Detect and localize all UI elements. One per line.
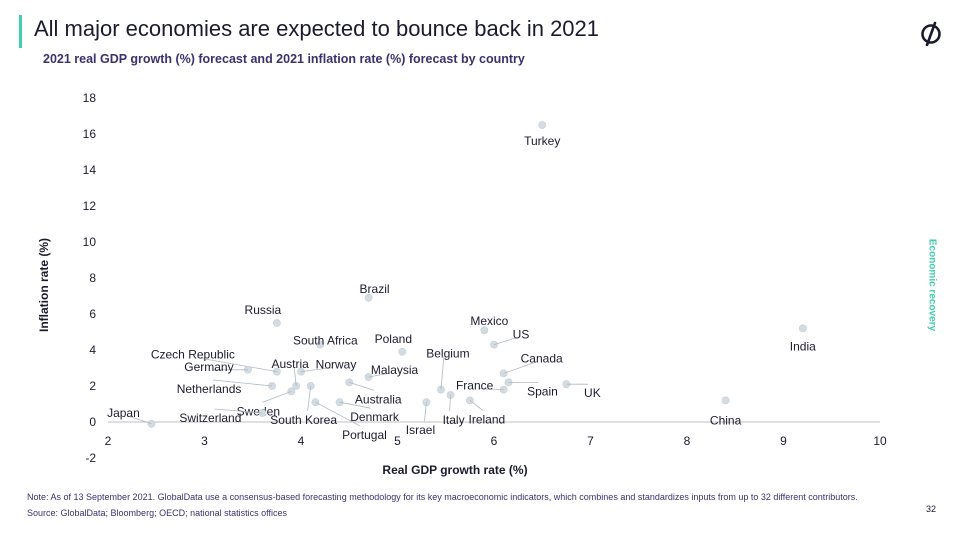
- leader-line: [440, 356, 445, 390]
- data-label: India: [790, 339, 816, 353]
- data-label: Mexico: [470, 314, 508, 328]
- data-label: Ireland: [469, 412, 506, 426]
- data-point: [316, 340, 325, 349]
- x-tick-label: 2: [105, 434, 112, 448]
- leader-line: [503, 361, 538, 374]
- leader-line: [368, 372, 391, 378]
- leader-line: [469, 400, 484, 411]
- data-label: Switzerland: [179, 411, 241, 425]
- data-label: Denmark: [350, 410, 400, 424]
- x-tick-label: 10: [873, 434, 887, 448]
- y-tick-label: 18: [83, 91, 97, 105]
- x-tick-label: 9: [780, 434, 787, 448]
- leader-line: [300, 367, 333, 372]
- data-label: Canada: [521, 351, 563, 365]
- y-tick-label: 16: [83, 127, 97, 141]
- leader-line: [349, 382, 375, 391]
- data-label: US: [513, 328, 530, 342]
- title-accent-bar: [19, 15, 22, 48]
- y-tick-label: -2: [85, 451, 96, 465]
- data-point: [480, 326, 489, 335]
- data-label: Japan: [107, 406, 140, 420]
- y-tick-label: 12: [83, 199, 97, 213]
- source-note: Source: GlobalData; Bloomberg; OECD; nat…: [27, 508, 287, 518]
- data-label: Italy: [443, 413, 465, 427]
- data-point: [721, 396, 730, 405]
- data-label: Norway: [316, 358, 357, 372]
- leader-line: [424, 402, 427, 422]
- data-label: Brazil: [360, 282, 390, 296]
- leader-line: [339, 401, 371, 409]
- y-tick-label: 14: [83, 163, 97, 177]
- data-label: Israel: [406, 423, 435, 437]
- page-number: 32: [926, 504, 937, 514]
- data-label: Czech Republic: [151, 348, 235, 362]
- data-label: Sweden: [237, 404, 280, 418]
- leader-line: [196, 357, 277, 372]
- x-tick-label: 6: [491, 434, 498, 448]
- data-label: Germany: [184, 360, 233, 374]
- y-tick-label: 2: [89, 379, 96, 393]
- leader-line: [315, 401, 361, 427]
- page-subtitle: 2021 real GDP growth (%) forecast and 20…: [43, 52, 525, 66]
- data-point: [272, 319, 281, 327]
- data-point: [398, 347, 407, 356]
- data-label: Netherlands: [177, 382, 242, 396]
- x-tick-label: 4: [298, 434, 305, 448]
- leader-line: [493, 337, 518, 345]
- y-tick-label: 6: [89, 307, 96, 321]
- data-label: South Africa: [293, 334, 358, 348]
- data-point: [798, 324, 807, 333]
- x-tick-label: 7: [587, 434, 594, 448]
- data-label: Portugal: [342, 428, 387, 442]
- data-label: China: [710, 413, 742, 427]
- leader-line: [213, 379, 273, 387]
- x-tick-label: 3: [201, 434, 208, 448]
- y-axis-title: Inflation rate (%): [37, 238, 51, 332]
- data-point: [364, 293, 373, 302]
- data-label: Australia: [355, 392, 402, 406]
- globaldata-logo-icon: [918, 20, 944, 47]
- y-tick-label: 10: [83, 235, 97, 249]
- leader-line: [293, 366, 297, 387]
- data-label: South Korea: [270, 413, 337, 427]
- leader-line: [307, 385, 312, 412]
- data-label: Turkey: [524, 134, 560, 148]
- data-label: UK: [584, 386, 601, 400]
- data-label: France: [456, 379, 494, 393]
- x-axis-title: Real GDP growth rate (%): [382, 463, 527, 477]
- y-tick-label: 0: [89, 415, 96, 429]
- x-tick-label: 5: [394, 434, 401, 448]
- page-title: All major economies are expected to boun…: [34, 16, 600, 41]
- data-label: Russia: [245, 303, 282, 317]
- leader-line: [449, 394, 451, 412]
- footnote: Note: As of 13 September 2021. GlobalDat…: [27, 492, 858, 502]
- data-label: Poland: [375, 332, 412, 346]
- data-label: Malaysia: [371, 363, 419, 377]
- leader-line: [478, 388, 504, 390]
- leader-line: [214, 408, 263, 414]
- data-label: Belgium: [426, 347, 469, 361]
- data-label: Spain: [527, 384, 558, 398]
- leader-line: [262, 391, 292, 403]
- y-tick-label: 4: [89, 343, 96, 357]
- x-tick-label: 8: [684, 434, 691, 448]
- data-label: Austria: [271, 357, 309, 371]
- data-point: [538, 121, 547, 129]
- leader-line: [127, 415, 152, 425]
- y-tick-label: 8: [89, 271, 96, 285]
